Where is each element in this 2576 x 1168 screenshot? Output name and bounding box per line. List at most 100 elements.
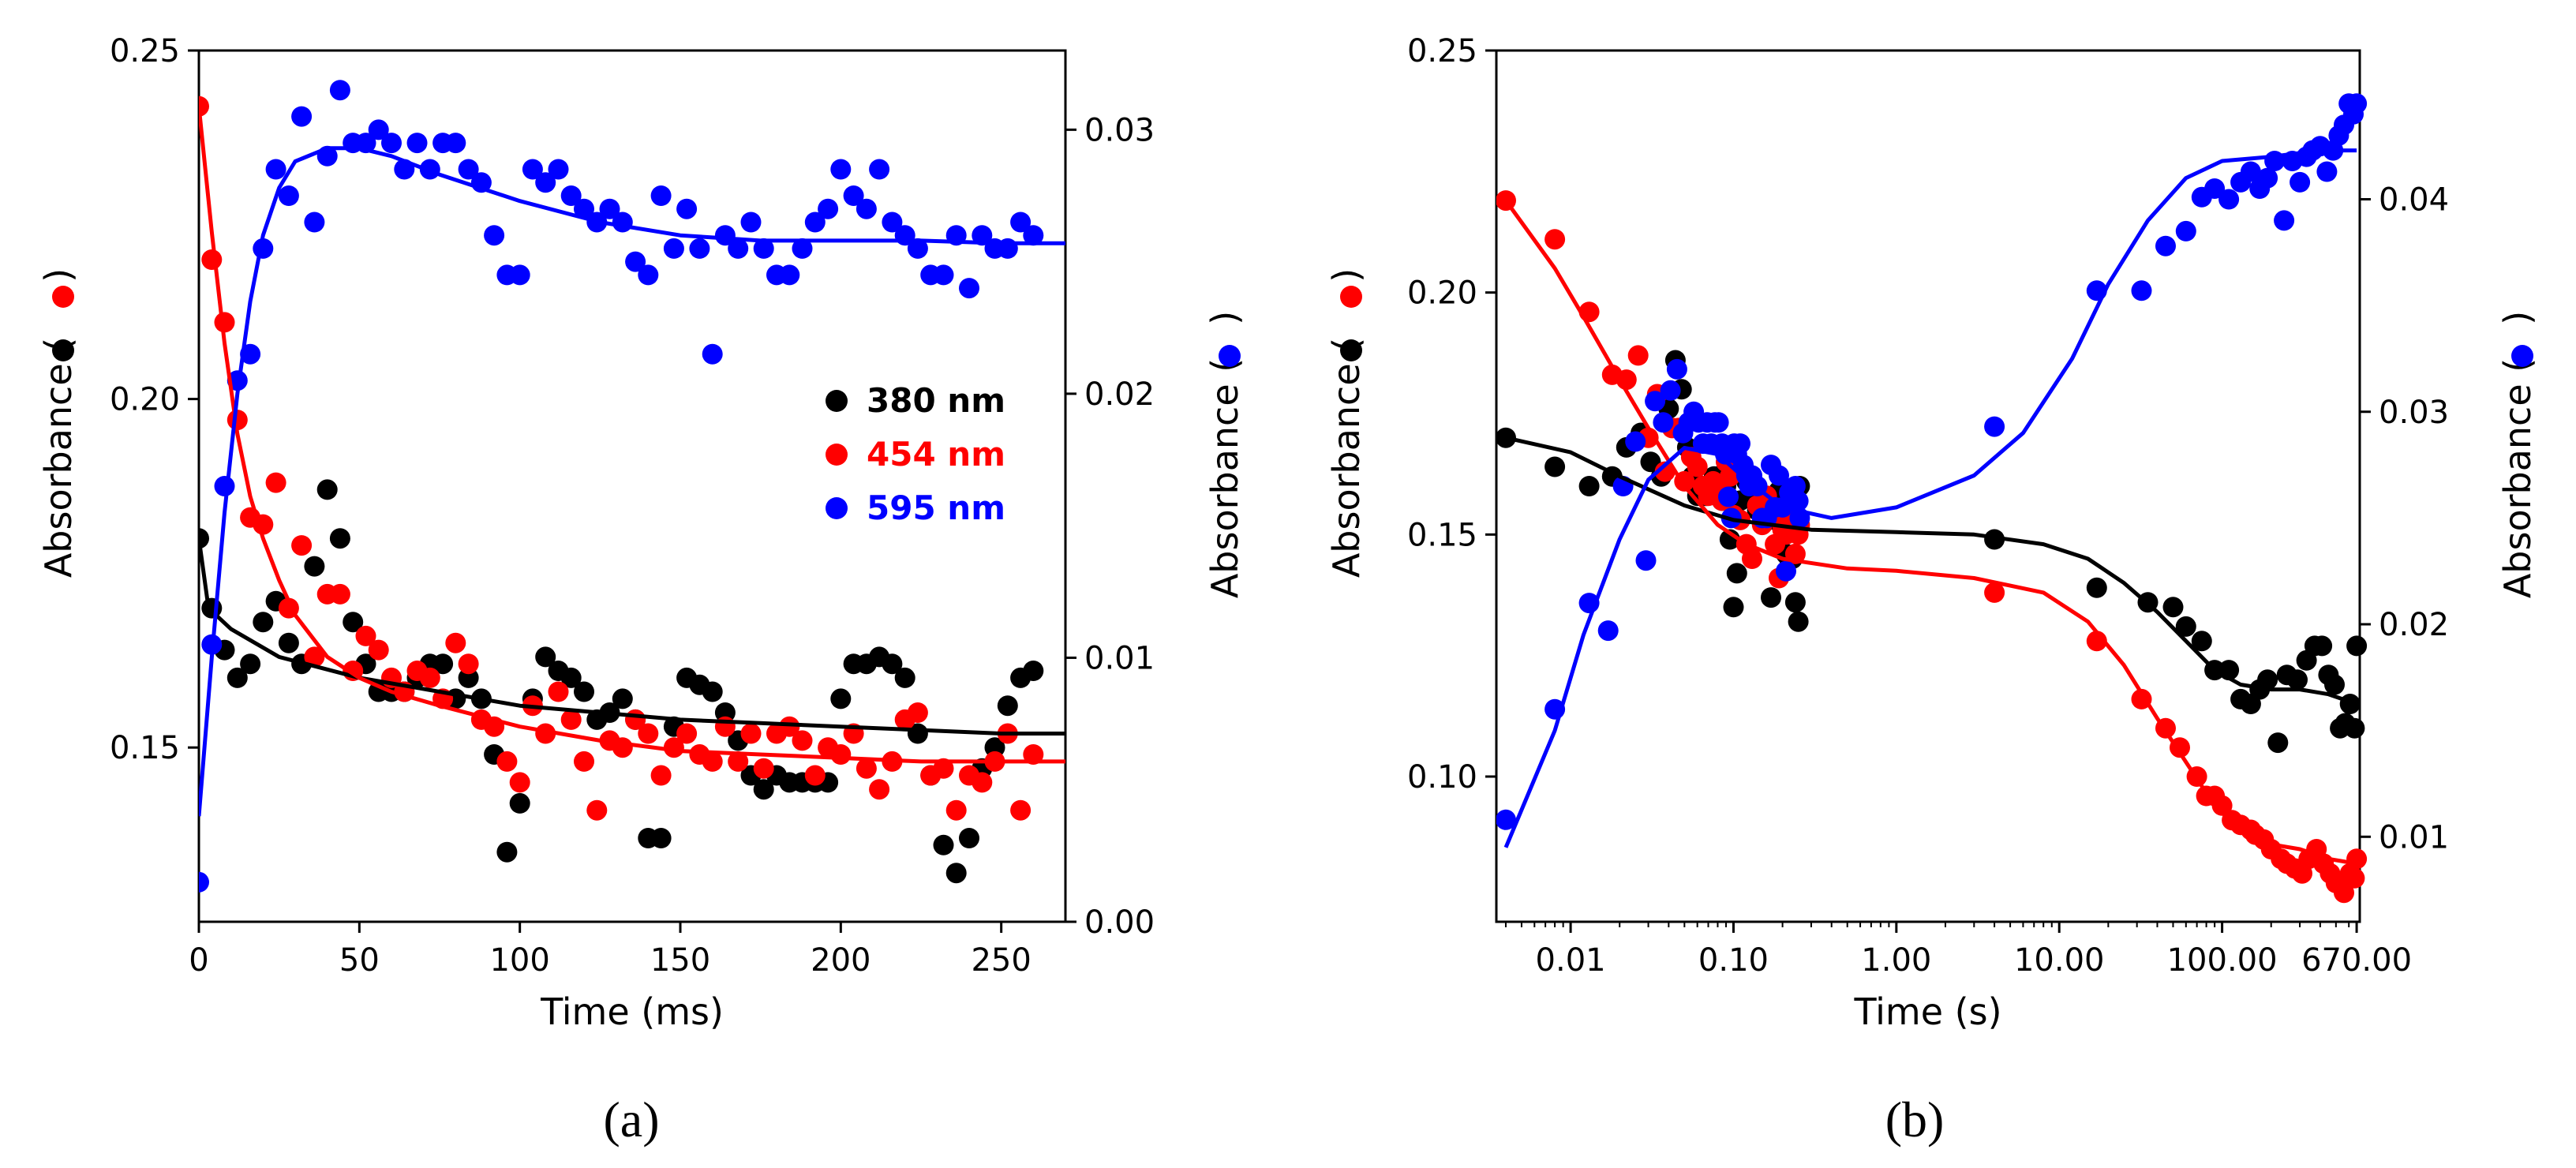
data-point [1718,486,1739,507]
data-point [227,667,248,688]
data-point [2324,674,2345,695]
x-tick-label: 670.00 [2301,942,2412,979]
series-454-nm [1496,190,2368,904]
data-point [907,702,928,723]
y-right-tick-label: 0.02 [2379,607,2449,643]
data-point [1544,229,1566,250]
data-point [368,119,389,140]
data-point [804,765,826,786]
y-left-axis-title-text: Absorbance () [37,268,80,578]
data-point [1635,550,1657,571]
data-point [1788,490,1809,511]
data-point [509,772,530,793]
x-tick-label: 100.00 [2167,942,2278,979]
y-right-title-marker-595 [1219,345,1241,367]
data-point [1666,358,1687,380]
data-point [1726,563,1747,584]
data-point [496,841,518,863]
y-right-tick-label: 0.03 [2379,395,2449,431]
data-point [1723,597,1744,618]
data-point [458,159,479,180]
y-left-tick-label: 0.25 [1407,33,1477,69]
y-left-tick-label: 0.15 [1407,517,1477,553]
fit-line-380-nm [199,537,1065,736]
series-380-nm [1496,350,2368,754]
data-point [1776,560,1796,582]
data-point [638,264,659,286]
plot-area [199,80,1065,893]
data-point [959,278,979,299]
data-point [1984,529,2005,550]
data-point [818,198,839,219]
data-point [574,198,594,219]
data-point [650,185,672,206]
data-point [728,238,749,259]
data-point [856,758,877,779]
data-point [484,225,505,246]
data-point [997,695,1018,717]
fit-line-595-nm [1503,148,2357,848]
y-right-axis-title: Absorbance () [2496,311,2539,598]
data-point [265,159,286,180]
data-point [1730,433,1750,455]
data-point [1010,212,1032,233]
data-point [1984,416,2005,437]
data-point [199,871,209,893]
data-point [278,185,299,206]
data-point [1023,225,1044,246]
plot-area [1496,93,2368,904]
y-left-axis-title-text: Absorbance () [1325,268,1368,578]
data-point [1708,412,1729,433]
data-point [1627,345,1649,366]
data-point [253,612,274,633]
y-right-tick-label: 0.01 [1084,640,1155,676]
data-point [1687,456,1708,477]
data-point [2346,848,2368,870]
data-point [2339,694,2361,714]
panel-label: (a) [603,1091,659,1147]
x-axis-title: Time (ms) [540,990,724,1033]
x-axis-title: Time (s) [1853,990,2001,1033]
data-point [2346,93,2368,114]
data-point [199,95,209,117]
data-point [406,133,428,154]
y-left-title-marker-454 [52,286,74,308]
data-point [638,723,659,744]
data-point [830,688,852,709]
data-point [535,172,556,193]
y-left-axis-title: Absorbance () [1325,268,1368,578]
data-point [753,238,774,259]
data-point [445,133,466,154]
data-point [843,185,864,206]
data-point [882,212,903,233]
data-point [856,198,877,219]
data-point [304,556,325,577]
legend-marker [826,497,848,519]
panel-label: (b) [1885,1091,1945,1147]
x-tick-label: 0.01 [1536,942,1606,979]
data-point [612,737,633,758]
data-point [972,772,993,793]
data-point [702,751,723,772]
data-point [1788,611,1809,632]
data-point [1544,456,1566,477]
data-point [2086,577,2107,598]
plot-frame [1495,49,2361,923]
data-point [869,159,890,180]
y-left-title-marker-454 [1340,286,1362,308]
data-point [2287,669,2308,691]
data-point [548,159,569,180]
x-tick-label: 100 [489,942,549,979]
data-point [792,238,813,259]
data-point [689,238,710,259]
data-point [650,765,672,786]
data-point [894,667,915,688]
data-point [304,646,325,668]
data-point [574,681,594,702]
data-point [1653,412,1674,433]
data-point [2155,235,2176,256]
data-point [907,238,928,259]
legend: 380 nm 454 nm 595 nm [826,381,1005,527]
y-right-tick-label: 0.01 [2379,819,2449,855]
